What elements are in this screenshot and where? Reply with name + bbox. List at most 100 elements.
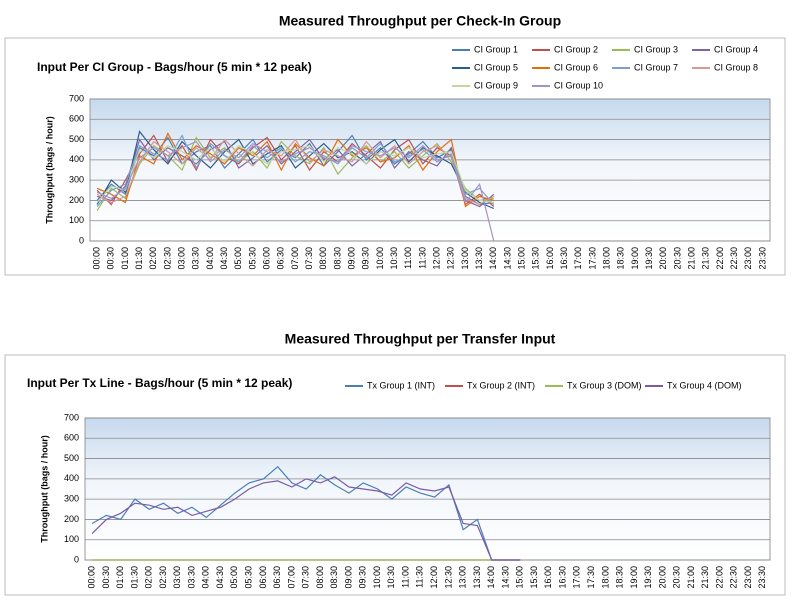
x-tick-label: 10:30 [389, 247, 399, 270]
x-tick-label: 18:00 [600, 566, 610, 589]
x-tick-label: 00:30 [106, 247, 116, 270]
x-tick-label: 04:30 [215, 566, 225, 589]
x-tick-label: 04:30 [219, 247, 229, 270]
x-tick-label: 10:30 [386, 566, 396, 589]
y-tick-label: 200 [64, 514, 79, 524]
y-tick-label: 200 [69, 195, 84, 205]
x-tick-label: 19:00 [629, 566, 639, 589]
x-tick-label: 22:30 [729, 566, 739, 589]
y-tick-label: 300 [69, 175, 84, 185]
x-tick-label: 08:30 [332, 247, 342, 270]
x-tick-label: 17:30 [587, 247, 597, 270]
x-tick-label: 06:30 [272, 566, 282, 589]
y-tick-label: 600 [69, 114, 84, 124]
legend-label: Tx Group 1 (INT) [367, 380, 435, 390]
x-tick-label: 05:30 [247, 247, 257, 270]
y-axis-label: Throughput (bags / hour) [39, 435, 49, 542]
x-tick-label: 13:00 [460, 247, 470, 270]
x-tick-label: 17:00 [572, 566, 582, 589]
x-tick-label: 16:00 [543, 566, 553, 589]
x-tick-label: 20:00 [658, 247, 668, 270]
x-tick-label: 22:00 [715, 247, 725, 270]
x-tick-label: 16:30 [557, 566, 567, 589]
x-tick-label: 02:30 [162, 247, 172, 270]
series-line [91, 476, 521, 561]
x-tick-label: 17:00 [573, 247, 583, 270]
x-tick-label: 13:00 [458, 566, 468, 589]
x-tick-label: 22:00 [714, 566, 724, 589]
x-tick-label: 08:30 [329, 566, 339, 589]
x-tick-label: 16:30 [559, 247, 569, 270]
x-tick-label: 19:30 [644, 247, 654, 270]
y-tick-label: 600 [64, 433, 79, 443]
y-tick-label: 400 [69, 154, 84, 164]
legend-label: Tx Group 2 (INT) [467, 380, 535, 390]
x-tick-label: 05:30 [243, 566, 253, 589]
legend-label: CI Group 3 [634, 44, 678, 54]
y-tick-label: 100 [69, 215, 84, 225]
x-tick-label: 20:30 [672, 247, 682, 270]
x-tick-label: 17:30 [586, 566, 596, 589]
x-tick-label: 20:00 [657, 566, 667, 589]
x-tick-label: 06:00 [261, 247, 271, 270]
x-tick-label: 23:00 [743, 247, 753, 270]
x-tick-label: 09:00 [343, 566, 353, 589]
chart-subtitle: Input Per Tx Line - Bags/hour (5 min * 1… [27, 376, 292, 390]
x-tick-label: 00:30 [101, 566, 111, 589]
x-tick-label: 19:30 [643, 566, 653, 589]
x-tick-label: 01:00 [115, 566, 125, 589]
x-tick-label: 11:00 [400, 566, 410, 588]
legend-label: CI Group 2 [554, 44, 598, 54]
x-tick-label: 22:30 [729, 247, 739, 270]
x-tick-label: 19:00 [630, 247, 640, 270]
legend-label: CI Group 1 [474, 44, 518, 54]
legend-label: CI Group 7 [634, 62, 678, 72]
y-tick-label: 0 [79, 235, 84, 245]
x-tick-label: 07:30 [301, 566, 311, 589]
x-tick-label: 06:00 [258, 566, 268, 589]
legend-label: CI Group 6 [554, 62, 598, 72]
x-tick-label: 01:30 [134, 247, 144, 270]
legend-label: Tx Group 4 (DOM) [667, 380, 742, 390]
x-tick-label: 04:00 [201, 566, 211, 589]
x-tick-label: 21:00 [686, 247, 696, 270]
x-tick-label: 09:00 [346, 247, 356, 270]
legend-label: CI Group 4 [714, 44, 758, 54]
x-tick-label: 14:30 [502, 247, 512, 270]
x-tick-label: 14:00 [486, 566, 496, 589]
y-tick-label: 100 [64, 534, 79, 544]
y-tick-label: 400 [64, 473, 79, 483]
y-tick-label: 300 [64, 494, 79, 504]
x-tick-label: 18:30 [615, 566, 625, 589]
x-tick-label: 02:00 [148, 247, 158, 270]
x-tick-label: 15:30 [529, 566, 539, 589]
x-tick-label: 05:00 [229, 566, 239, 589]
x-tick-label: 21:30 [700, 566, 710, 589]
legend-label: CI Group 5 [474, 62, 518, 72]
x-tick-label: 09:30 [358, 566, 368, 589]
y-tick-label: 700 [64, 412, 79, 422]
x-tick-label: 03:00 [176, 247, 186, 270]
x-tick-label: 15:00 [516, 247, 526, 270]
y-tick-label: 500 [64, 453, 79, 463]
y-tick-label: 500 [69, 134, 84, 144]
plot-area [89, 98, 771, 242]
x-tick-label: 10:00 [372, 566, 382, 589]
x-tick-label: 05:00 [233, 247, 243, 270]
series-line [91, 465, 521, 561]
x-tick-label: 15:30 [531, 247, 541, 270]
x-tick-label: 12:30 [443, 566, 453, 589]
x-tick-label: 12:00 [429, 566, 439, 589]
x-tick-label: 03:00 [172, 566, 182, 589]
x-tick-label: 18:00 [601, 247, 611, 270]
x-tick-label: 14:30 [500, 566, 510, 589]
legend-label: CI Group 10 [554, 80, 603, 90]
x-tick-label: 21:00 [686, 566, 696, 589]
x-tick-label: 10:00 [375, 247, 385, 270]
legend-label: CI Group 8 [714, 62, 758, 72]
y-axis-label: Throughput (bags / hour) [44, 116, 54, 223]
x-tick-label: 12:00 [431, 247, 441, 270]
chart-subtitle: Input Per CI Group - Bags/hour (5 min * … [37, 60, 312, 74]
x-tick-label: 02:30 [158, 566, 168, 589]
